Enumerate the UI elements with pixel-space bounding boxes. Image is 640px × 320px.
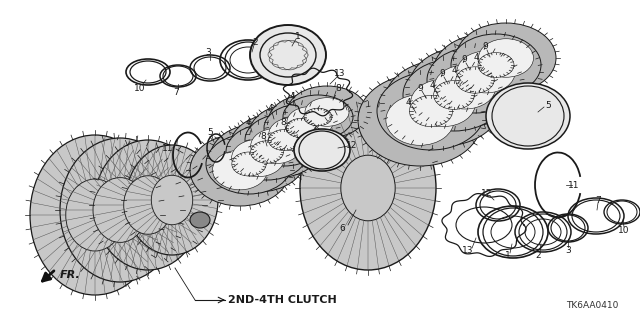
Text: 12: 12 [481, 188, 493, 197]
Text: 5: 5 [545, 100, 551, 109]
Text: 7: 7 [173, 87, 179, 97]
Ellipse shape [492, 86, 564, 146]
Text: 3: 3 [205, 47, 211, 57]
Ellipse shape [456, 23, 556, 93]
Text: 3: 3 [565, 245, 571, 254]
Text: 10: 10 [618, 226, 630, 235]
Text: 8: 8 [260, 132, 266, 140]
Text: 9: 9 [461, 54, 467, 63]
Text: 4: 4 [473, 52, 479, 61]
Ellipse shape [409, 47, 521, 127]
Text: 12: 12 [346, 140, 358, 149]
Ellipse shape [386, 95, 454, 145]
Ellipse shape [300, 106, 436, 270]
Ellipse shape [232, 139, 284, 177]
Ellipse shape [226, 124, 308, 180]
Ellipse shape [287, 107, 333, 137]
Text: FR.: FR. [60, 270, 81, 280]
Ellipse shape [251, 128, 301, 164]
Text: 4: 4 [429, 81, 435, 90]
Text: 9: 9 [417, 84, 423, 92]
Ellipse shape [410, 95, 452, 127]
Ellipse shape [206, 134, 292, 194]
Ellipse shape [294, 129, 350, 171]
Ellipse shape [264, 104, 338, 152]
Text: 2: 2 [535, 251, 541, 260]
Ellipse shape [212, 150, 268, 190]
Text: 8: 8 [335, 84, 341, 92]
Ellipse shape [190, 134, 290, 206]
Ellipse shape [486, 83, 570, 149]
Ellipse shape [456, 67, 494, 93]
Ellipse shape [299, 131, 345, 169]
Text: 4: 4 [405, 98, 411, 107]
Ellipse shape [434, 81, 474, 109]
Ellipse shape [286, 118, 316, 138]
Text: 4: 4 [289, 92, 295, 100]
Ellipse shape [433, 34, 539, 110]
Ellipse shape [94, 140, 202, 270]
Text: 6: 6 [339, 223, 345, 233]
Ellipse shape [478, 52, 514, 77]
Text: 4: 4 [451, 66, 457, 75]
Ellipse shape [341, 155, 396, 221]
Text: 11: 11 [568, 180, 580, 189]
Text: 4: 4 [245, 117, 251, 126]
Ellipse shape [93, 178, 147, 243]
Ellipse shape [30, 135, 160, 295]
Text: 13: 13 [334, 68, 346, 77]
Ellipse shape [283, 95, 353, 139]
Text: 4: 4 [267, 103, 273, 113]
Text: 9: 9 [482, 42, 488, 51]
Ellipse shape [410, 79, 476, 127]
Ellipse shape [268, 130, 300, 150]
Ellipse shape [434, 65, 496, 109]
Ellipse shape [190, 212, 210, 228]
Ellipse shape [60, 138, 180, 282]
Ellipse shape [427, 47, 523, 113]
Ellipse shape [232, 152, 266, 176]
Text: TK6AA0410: TK6AA0410 [566, 301, 618, 310]
Ellipse shape [66, 179, 124, 251]
Ellipse shape [230, 114, 322, 178]
Ellipse shape [210, 124, 306, 192]
Ellipse shape [250, 25, 326, 85]
Text: 13: 13 [462, 245, 474, 254]
Text: 7: 7 [595, 196, 601, 204]
Ellipse shape [305, 98, 349, 126]
Ellipse shape [304, 108, 332, 126]
Ellipse shape [151, 175, 193, 225]
Text: 2: 2 [252, 37, 258, 46]
Ellipse shape [124, 176, 172, 234]
Text: 9: 9 [439, 68, 445, 77]
Ellipse shape [377, 72, 485, 150]
Ellipse shape [251, 141, 284, 163]
Text: 1: 1 [295, 31, 301, 41]
Ellipse shape [403, 59, 505, 131]
Ellipse shape [126, 145, 218, 255]
Ellipse shape [479, 39, 534, 77]
Text: 2ND-4TH CLUTCH: 2ND-4TH CLUTCH [228, 295, 337, 305]
Ellipse shape [358, 74, 482, 166]
Ellipse shape [451, 34, 541, 96]
Ellipse shape [249, 104, 337, 164]
Text: 8: 8 [280, 117, 286, 126]
Text: 5: 5 [207, 127, 213, 137]
Text: 1: 1 [505, 252, 511, 260]
Ellipse shape [245, 114, 323, 166]
Text: 11: 11 [163, 143, 173, 153]
Ellipse shape [384, 60, 502, 146]
Ellipse shape [269, 117, 317, 150]
Text: 10: 10 [134, 84, 146, 92]
Ellipse shape [457, 51, 515, 93]
Ellipse shape [268, 94, 352, 150]
Ellipse shape [287, 86, 367, 138]
